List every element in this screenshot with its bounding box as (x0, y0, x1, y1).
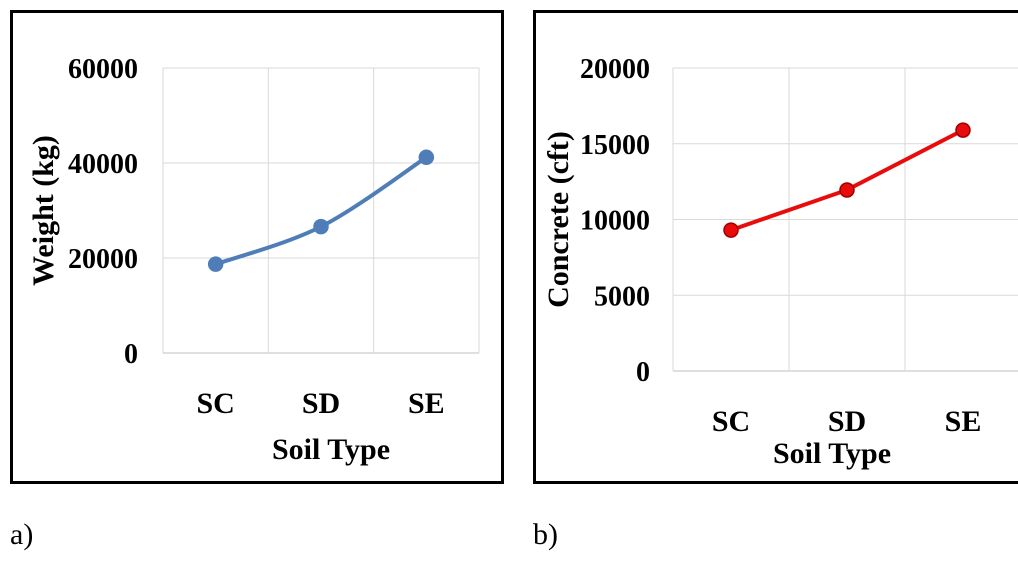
y-tick-label: 20000 (580, 54, 650, 85)
concrete-chart: 0 5000 10000 15000 20000 SC SD SE Soil Type Concr… (542, 54, 1018, 470)
data-point (723, 222, 739, 238)
x-tick-label: SE (945, 405, 982, 438)
y-tick-label: 10000 (580, 206, 650, 237)
y-axis-label: Weight (kg) (27, 135, 60, 286)
caption-a: a) (10, 518, 34, 551)
data-point (313, 218, 329, 235)
series-line (213, 155, 429, 267)
data-point (839, 182, 855, 198)
caption-b: b) (533, 518, 558, 551)
y-tick-label: 15000 (580, 130, 650, 161)
y-tick-label: 40000 (68, 149, 138, 180)
data-point (955, 122, 971, 138)
chart-panel-b: 0 5000 10000 15000 20000 SC SD SE Soil Type Concr… (533, 10, 1018, 484)
y-tick-label: 20000 (68, 244, 138, 275)
x-tick-label: SC (196, 387, 234, 420)
x-tick-label: SD (302, 387, 340, 420)
y-tick-label: 0 (636, 357, 650, 388)
y-tick-label: 0 (124, 339, 138, 370)
y-axis-label: Concrete (cft) (542, 131, 575, 308)
weight-chart: 0 20000 40000 60000 SC SD SE Soil Type Weight (k… (27, 54, 480, 466)
x-tick-label: SC (712, 405, 750, 438)
x-tick-label: SD (828, 405, 866, 438)
x-axis-label: Soil Type (773, 437, 891, 470)
chart-panel-a: 0 20000 40000 60000 SC SD SE Soil Type Weight (k… (10, 10, 504, 484)
data-point (207, 256, 224, 272)
x-tick-label: SE (408, 387, 445, 420)
x-axis-label: Soil Type (272, 433, 390, 466)
y-tick-label: 5000 (594, 281, 650, 312)
series-line (729, 128, 965, 233)
data-point (418, 149, 435, 166)
y-tick-label: 60000 (68, 54, 138, 85)
